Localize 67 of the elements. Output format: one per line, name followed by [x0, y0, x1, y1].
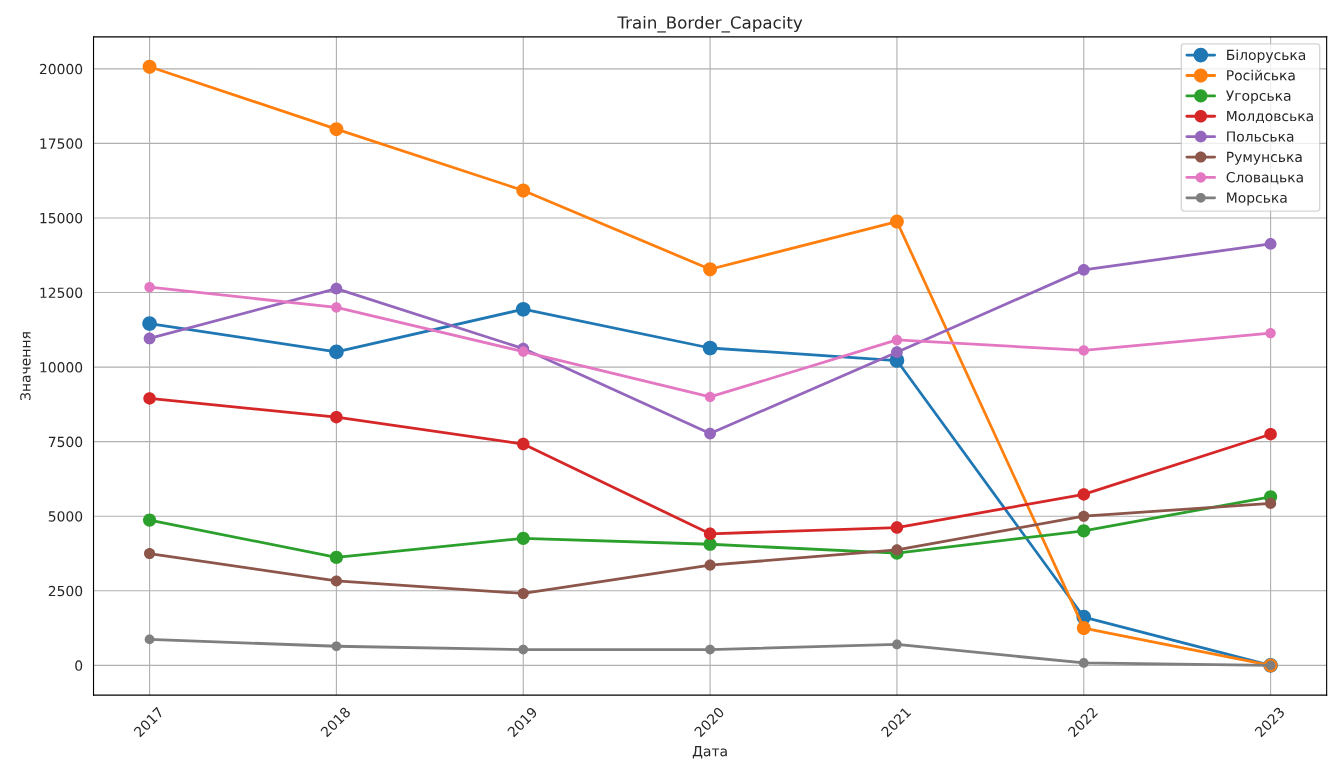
y-tick-label: 7500	[48, 436, 83, 448]
legend-label: Морська	[1227, 192, 1287, 206]
point	[329, 122, 344, 137]
point	[517, 587, 529, 600]
point	[703, 262, 718, 277]
point	[1264, 238, 1277, 250]
point	[144, 547, 156, 560]
y-tick-label: 10000	[40, 362, 83, 373]
point	[330, 575, 342, 587]
point	[889, 214, 904, 229]
legend-label: Польська	[1227, 131, 1294, 142]
y-tick-label: 5000	[48, 511, 83, 522]
point	[515, 301, 531, 317]
point	[516, 531, 530, 545]
point	[1078, 345, 1089, 356]
point	[1265, 497, 1277, 509]
y-tick-label: 0	[75, 660, 83, 671]
legend-label: Угорська	[1226, 90, 1291, 104]
point	[1076, 621, 1091, 636]
point	[143, 392, 156, 405]
point	[518, 346, 529, 357]
point	[704, 427, 716, 440]
point	[890, 521, 904, 534]
x-axis-title: Дата	[692, 746, 727, 759]
y-tick-label: 20000	[39, 63, 83, 75]
y-tick-label: 15000	[40, 212, 83, 224]
point	[516, 183, 531, 198]
point	[142, 513, 157, 527]
point	[705, 644, 715, 655]
y-tick-label: 2500	[48, 585, 83, 597]
point	[702, 340, 718, 356]
point	[703, 527, 717, 541]
point	[143, 332, 156, 345]
point	[142, 316, 157, 331]
point	[892, 639, 902, 650]
point	[144, 634, 155, 645]
point	[1077, 263, 1090, 276]
point	[330, 410, 343, 424]
y-tick-label: 17500	[40, 138, 83, 149]
point	[1078, 658, 1089, 668]
point	[1264, 427, 1277, 441]
point	[891, 346, 903, 359]
point	[704, 391, 716, 403]
point	[1077, 524, 1091, 538]
legend-label: Білоруська	[1227, 49, 1306, 63]
point	[330, 282, 343, 295]
point	[142, 59, 157, 74]
y-tick-label: 12500	[40, 287, 83, 298]
legend-label: Російська	[1227, 69, 1295, 81]
point	[704, 559, 716, 571]
chart-title: Train_Border_Capacity	[617, 15, 803, 33]
point	[331, 302, 342, 313]
point	[329, 550, 344, 564]
point	[1265, 327, 1276, 339]
point	[144, 281, 155, 293]
point	[518, 644, 529, 655]
point	[1078, 510, 1090, 522]
point	[891, 334, 903, 346]
legend-label: Словацька	[1226, 171, 1303, 185]
legend-label: Румунська	[1227, 151, 1302, 165]
point	[1077, 488, 1091, 501]
point	[891, 544, 903, 556]
point	[517, 437, 530, 451]
point	[331, 641, 342, 652]
legend-label: Молдовська	[1227, 111, 1313, 124]
y-axis-title: Значення	[20, 332, 31, 401]
point	[329, 344, 344, 360]
